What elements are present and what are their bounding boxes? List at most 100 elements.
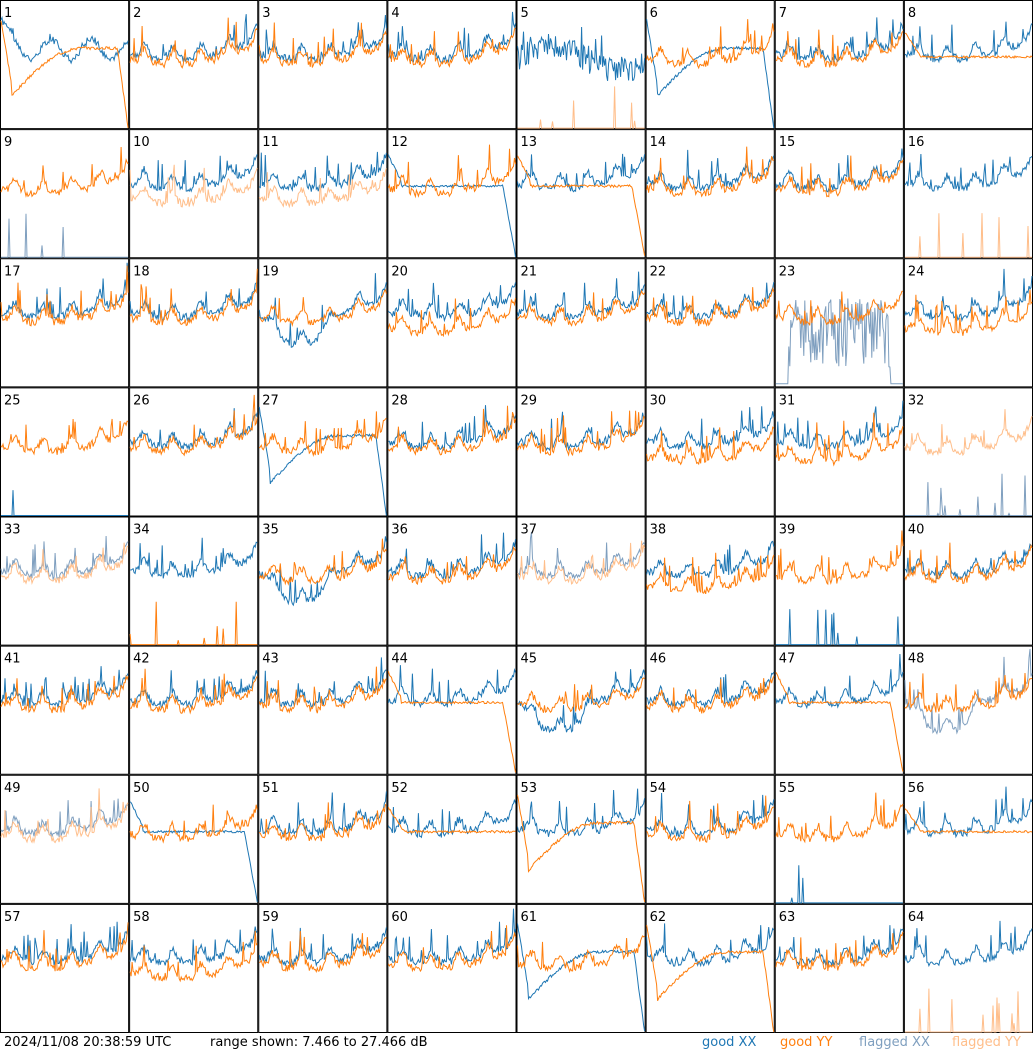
- series-yy-good: [904, 542, 1033, 584]
- panel-36: 36: [387, 516, 517, 646]
- series-yy-good: [0, 146, 129, 198]
- series-yy-good: [258, 538, 387, 586]
- panel-label: 30: [650, 393, 667, 408]
- series-yy-good: [646, 552, 775, 595]
- series-yy-good: [129, 804, 258, 844]
- panel-2: 2: [129, 0, 259, 130]
- panel-frame: [903, 516, 1033, 646]
- panel-frame: [258, 774, 388, 904]
- panel-label: 49: [4, 781, 21, 796]
- legend-flagged-xx: flagged XX: [859, 1035, 930, 1050]
- panel-24: 24: [903, 258, 1033, 388]
- panel-label: 36: [391, 523, 408, 538]
- panel-13: 13: [516, 129, 646, 259]
- panel-frame: [387, 258, 517, 388]
- series-yy-good: [0, 418, 129, 456]
- panel-frame: [387, 516, 517, 646]
- panel-frame: [774, 516, 904, 646]
- panel-40: 40: [903, 516, 1033, 646]
- panel-label: 16: [908, 135, 925, 150]
- panel-label: 60: [391, 910, 408, 925]
- series-xx-good: [259, 791, 387, 839]
- series-yy-good: [775, 155, 904, 198]
- panel-label: 28: [391, 393, 408, 408]
- series-yy-good: [646, 19, 775, 70]
- panel-label: 48: [908, 652, 925, 667]
- series-yy-good: [775, 29, 904, 69]
- series-yy-good: [517, 794, 646, 902]
- panel-label: 26: [133, 393, 150, 408]
- series-yy-good: [129, 17, 258, 69]
- series-xx-good: [517, 669, 646, 734]
- panel-frame: [258, 129, 388, 259]
- panel-62: 62: [645, 903, 775, 1033]
- panel-10: 10: [129, 129, 259, 259]
- series-yy-good: [646, 146, 775, 198]
- panel-19: 19: [258, 258, 388, 388]
- series-yy-good: [388, 27, 516, 69]
- panel-frame: [258, 387, 388, 517]
- panel-63: 63: [774, 903, 904, 1033]
- panel-frame: [129, 774, 259, 904]
- panel-43: 43: [258, 645, 388, 775]
- series-xx-flagged: [1, 213, 129, 258]
- panel-label: 64: [908, 910, 925, 925]
- panel-frame: [387, 645, 517, 775]
- panel-7: 7: [774, 0, 904, 130]
- panel-label: 4: [391, 6, 399, 21]
- panel-label: 23: [779, 264, 796, 279]
- series-xx-good: [775, 653, 904, 710]
- series-yy-good: [129, 930, 258, 983]
- panel-49: 49: [0, 774, 130, 904]
- series-yy-good: [775, 412, 904, 467]
- series-yy-good: [904, 32, 1033, 60]
- panel-label: 47: [779, 652, 796, 667]
- series-yy-good: [646, 924, 775, 1033]
- series-xx-good: [258, 151, 387, 192]
- series-yy-flagged: [517, 86, 645, 129]
- panel-3: 3: [258, 0, 388, 130]
- panel-frame: [129, 903, 259, 1033]
- series-yy-good: [129, 668, 258, 715]
- series-yy-good: [0, 922, 129, 972]
- series-yy-good: [646, 426, 775, 466]
- series-yy-good: [517, 935, 645, 973]
- series-yy-good: [646, 795, 774, 843]
- panel-frame: [387, 387, 517, 517]
- panel-frame: [129, 387, 259, 517]
- series-xx-good: [387, 282, 516, 323]
- timestamp: 2024/11/08 20:38:59 UTC: [4, 1035, 172, 1050]
- series-yy-flagged: [517, 540, 646, 585]
- panel-56: 56: [903, 774, 1033, 904]
- panel-21: 21: [516, 258, 646, 388]
- panel-frame: [0, 387, 130, 517]
- series-yy-good: [387, 671, 516, 773]
- panel-50: 50: [129, 774, 259, 904]
- panel-label: 39: [779, 523, 796, 538]
- panel-label: 51: [262, 781, 279, 796]
- series-xx-good: [904, 786, 1033, 839]
- panel-label: 63: [779, 910, 796, 925]
- series-xx-good: [517, 26, 646, 81]
- series-xx-good: [904, 153, 1033, 192]
- panel-label: 46: [650, 652, 667, 667]
- panel-5: 5: [516, 0, 646, 130]
- series-yy-flagged: [129, 164, 258, 208]
- series-yy-good: [775, 672, 904, 772]
- panel-frame: [516, 129, 646, 259]
- panel-frame: [0, 0, 130, 130]
- panel-48: 48: [903, 645, 1033, 775]
- series-xx-good: [1, 490, 129, 516]
- panel-12: 12: [387, 129, 517, 259]
- panel-60: 60: [387, 903, 517, 1033]
- panel-8: 8: [903, 0, 1033, 130]
- panel-label: 21: [521, 264, 538, 279]
- series-yy-flagged: [904, 213, 1032, 258]
- legend-good-xx: good XX: [702, 1035, 757, 1050]
- series-xx-flagged: [904, 648, 1033, 735]
- panel-41: 41: [0, 645, 130, 775]
- series-xx-good: [129, 282, 258, 322]
- series-yy-good: [258, 411, 387, 458]
- panel-label: 17: [4, 264, 21, 279]
